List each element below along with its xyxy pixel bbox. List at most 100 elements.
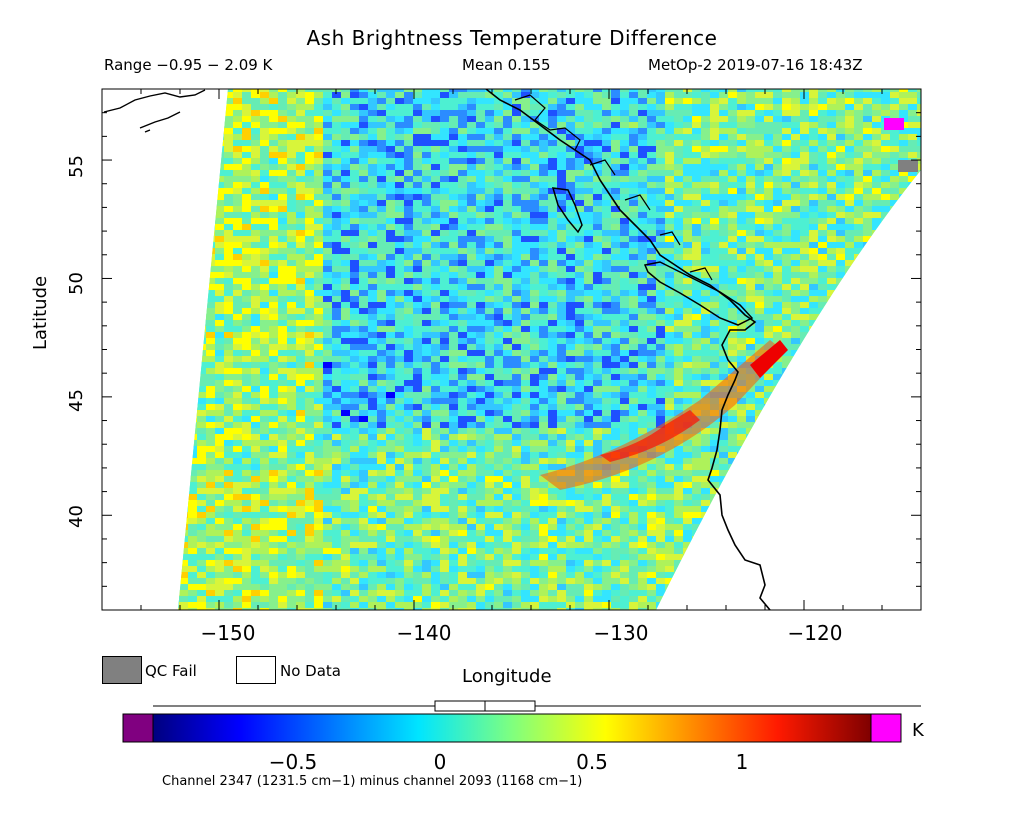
swath-cell — [539, 218, 549, 225]
swath-cell — [377, 386, 387, 393]
swath-cell — [350, 128, 360, 135]
swath-cell — [305, 350, 315, 357]
swath-cell — [206, 338, 216, 345]
swath-cell — [251, 224, 261, 231]
swath-cell — [728, 434, 738, 441]
swath-cell — [782, 182, 792, 189]
swath-cell — [908, 134, 918, 141]
swath-cell — [881, 218, 891, 225]
swath-cell — [440, 242, 450, 249]
range-text: Range −0.95 − 2.09 K — [104, 56, 273, 74]
swath-cell — [656, 98, 666, 105]
swath-cell — [845, 314, 855, 321]
swath-cell — [305, 188, 315, 195]
swath-cell — [323, 152, 333, 159]
swath-cell — [557, 89, 567, 93]
swath-cell — [341, 152, 351, 159]
swath-cell — [548, 386, 558, 393]
swath-cell — [485, 386, 495, 393]
swath-cell — [278, 164, 288, 171]
swath-cell — [467, 272, 477, 279]
swath-cell — [773, 320, 783, 327]
swath-cell — [449, 404, 459, 411]
swath-cell — [404, 380, 414, 387]
swath-cell — [305, 230, 315, 237]
swath-cell — [674, 200, 684, 207]
swath-cell — [755, 146, 765, 153]
swath-cell — [395, 410, 405, 417]
swath-cell — [422, 416, 432, 423]
swath-cell — [656, 356, 666, 363]
swath-cell — [323, 212, 333, 219]
swath-cell — [512, 320, 522, 327]
swath-cell — [422, 434, 432, 441]
swath-cell — [827, 236, 837, 243]
swath-cell — [683, 356, 693, 363]
swath-cell — [683, 170, 693, 177]
swath-cell — [872, 422, 882, 429]
swath-cell — [539, 194, 549, 201]
swath-cell — [269, 140, 279, 147]
swath-cell — [368, 92, 378, 99]
swath-cell — [278, 158, 288, 165]
swath-cell — [386, 146, 396, 153]
swath-cell — [386, 218, 396, 225]
swath-cell — [746, 386, 756, 393]
swath-cell — [395, 134, 405, 141]
swath-cell — [332, 350, 342, 357]
swath-cell — [638, 410, 648, 417]
swath-cell — [305, 380, 315, 387]
swath-cell — [215, 362, 225, 369]
swath-cell — [440, 344, 450, 351]
swath-cell — [467, 110, 477, 117]
swath-cell — [584, 278, 594, 285]
swath-cell — [206, 344, 216, 351]
swath-cell — [206, 362, 216, 369]
swath-cell — [854, 152, 864, 159]
swath-cell — [782, 122, 792, 129]
swath-cell — [872, 224, 882, 231]
swath-cell — [584, 368, 594, 375]
swath-cell — [278, 98, 288, 105]
swath-cell — [629, 326, 639, 333]
swath-cell — [178, 212, 180, 219]
swath-cell — [737, 104, 747, 111]
swath-cell — [458, 398, 468, 405]
swath-cell — [872, 104, 882, 111]
swath-cell — [314, 89, 324, 93]
swath-cell — [719, 332, 729, 339]
swath-cell — [431, 332, 441, 339]
swath-cell — [178, 182, 180, 189]
swath-cell — [755, 302, 765, 309]
swath-cell — [449, 164, 459, 171]
swath-cell — [611, 320, 621, 327]
swath-cell — [287, 380, 297, 387]
swath-cell — [737, 350, 747, 357]
swath-cell — [512, 194, 522, 201]
swath-cell — [917, 176, 921, 183]
swath-cell — [188, 200, 198, 207]
swath-cell — [872, 308, 882, 315]
swath-cell — [737, 434, 747, 441]
swath-cell — [566, 302, 576, 309]
swath-cell — [611, 116, 621, 123]
swath-cell — [206, 116, 216, 123]
swath-cell — [647, 98, 657, 105]
swath-cell — [593, 362, 603, 369]
swath-cell — [557, 140, 567, 147]
swath-cell — [305, 440, 315, 447]
swath-cell — [377, 170, 387, 177]
swath-cell — [881, 386, 891, 393]
swath-cell — [260, 314, 270, 321]
swath-cell — [350, 278, 360, 285]
swath-cell — [818, 434, 828, 441]
swath-cell — [836, 314, 846, 321]
swath-cell — [422, 386, 432, 393]
swath-cell — [872, 272, 882, 279]
swath-cell — [179, 332, 189, 339]
swath-cell — [908, 314, 918, 321]
swath-cell — [251, 332, 261, 339]
swath-cell — [287, 308, 297, 315]
swath-cell — [566, 104, 576, 111]
swath-cell — [386, 134, 396, 141]
